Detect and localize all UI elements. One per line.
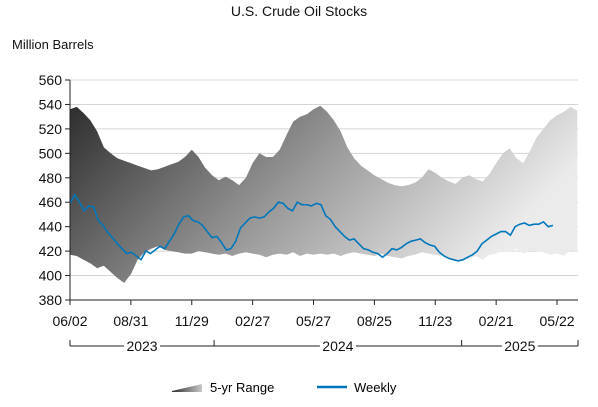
y-tick-label: 460 (39, 194, 63, 210)
x-tick-label: 06/02 (52, 313, 87, 329)
y-tick-label: 500 (39, 145, 63, 161)
five-year-range-area (70, 105, 578, 283)
y-tick-label: 380 (39, 292, 63, 308)
year-label: 2025 (504, 338, 535, 354)
weekly-series-line (70, 193, 554, 262)
year-label: 2023 (126, 338, 157, 354)
y-tick-label: 560 (39, 72, 63, 88)
y-tick-label: 540 (39, 96, 63, 112)
legend-label-range: 5-yr Range (210, 380, 274, 395)
x-tick-label: 05/27 (296, 313, 331, 329)
year-label: 2024 (322, 338, 353, 354)
y-tick-label: 400 (39, 268, 63, 284)
x-tick-label: 11/23 (418, 313, 452, 329)
x-tick-label: 05/22 (540, 313, 575, 329)
legend: 5-yr Range Weekly (172, 380, 397, 395)
y-tick-label: 420 (39, 243, 63, 259)
x-tick-label: 08/31 (113, 313, 148, 329)
x-tick-label: 02/21 (479, 313, 514, 329)
legend-label-weekly: Weekly (354, 380, 397, 395)
x-tick-label: 08/25 (357, 313, 392, 329)
legend-swatch-range (172, 384, 202, 392)
y-tick-label: 520 (39, 121, 63, 137)
chart-title: U.S. Crude Oil Stocks (230, 3, 368, 19)
axes: 380 400 420 440 460 480 500 520 540 560 06/02 08/31… (39, 72, 579, 354)
x-tick-label: 11/29 (175, 313, 209, 329)
y-axis-label: Million Barrels (12, 37, 94, 52)
x-tick-label: 02/27 (235, 313, 270, 329)
y-tick-label: 440 (39, 219, 63, 235)
y-tick-label: 480 (39, 170, 63, 186)
